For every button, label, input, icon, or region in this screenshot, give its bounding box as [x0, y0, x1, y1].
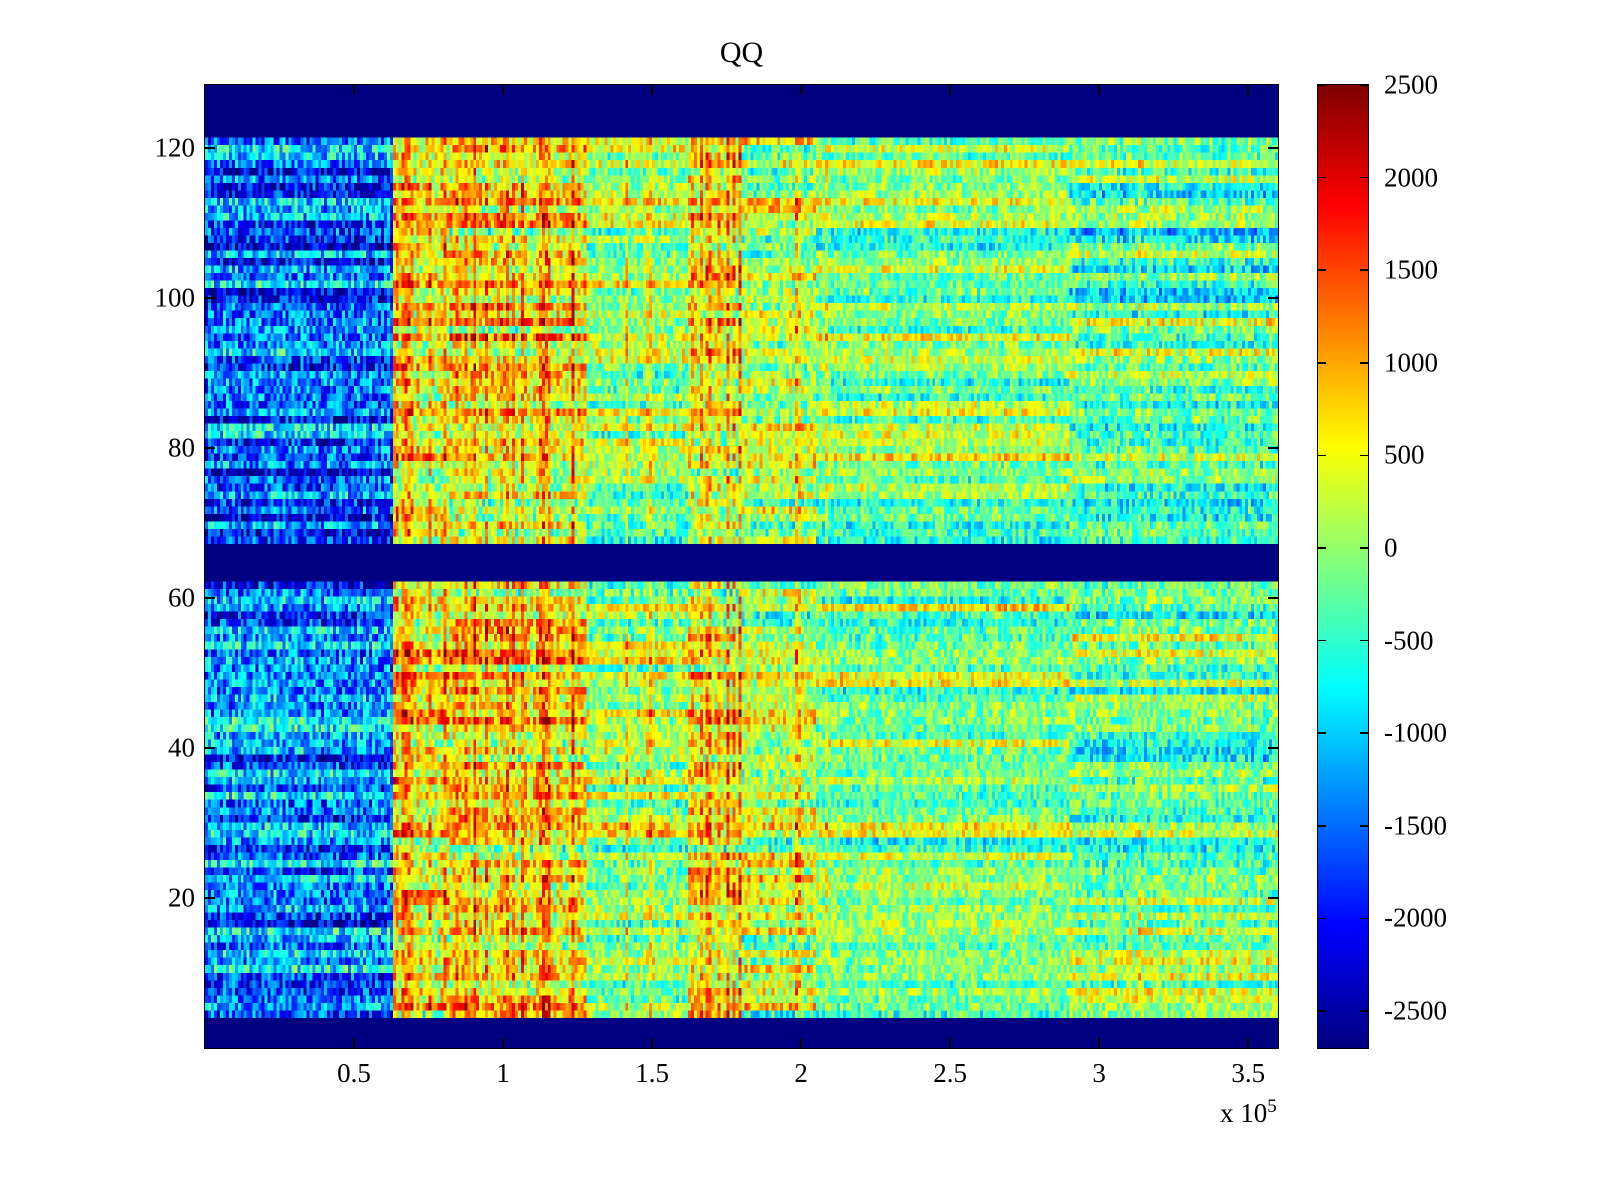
x-tick-mark [949, 1038, 951, 1048]
x-exponent-power: 5 [1267, 1096, 1277, 1117]
colorbar-tick-mark [1318, 732, 1326, 734]
x-tick-mark [651, 85, 653, 95]
x-tick-mark [1247, 85, 1249, 95]
colorbar-tick-mark [1318, 362, 1326, 364]
y-tick-label: 120 [154, 132, 196, 163]
colorbar-tick-label: -1500 [1384, 810, 1447, 841]
y-tick-mark [205, 147, 215, 149]
x-tick-mark [1247, 1038, 1249, 1048]
colorbar-tick-mark [1360, 84, 1368, 86]
x-tick-label: 3.5 [1231, 1058, 1266, 1088]
x-tick-label: 0.5 [337, 1058, 371, 1088]
colorbar-tick-label: -500 [1384, 625, 1434, 656]
colorbar-tick-mark [1360, 732, 1368, 734]
colorbar-tick-mark [1318, 825, 1326, 827]
colorbar-tick-mark [1360, 639, 1368, 642]
colorbar-tick-label: 1500 [1384, 254, 1438, 285]
y-tick-mark [205, 897, 215, 899]
colorbar-tick-label: 500 [1384, 439, 1425, 470]
y-tick-mark [205, 597, 215, 599]
y-tick-label: 60 [168, 582, 195, 613]
colorbar-tick-mark [1360, 269, 1368, 271]
colorbar-tick-mark [1318, 84, 1326, 86]
y-tick-label: 100 [154, 282, 196, 313]
y-tick-label: 20 [168, 882, 195, 913]
y-tick-mark [1268, 897, 1278, 899]
y-tick-label: 80 [168, 432, 195, 463]
chart-title: QQ [719, 36, 764, 69]
y-tick-mark [1268, 747, 1278, 749]
colorbar-tick-label: 2500 [1384, 69, 1438, 100]
colorbar-tick-mark [1318, 639, 1326, 642]
y-tick-mark [205, 447, 215, 449]
x-tick-mark [800, 85, 802, 95]
x-tick-label: 3 [1092, 1058, 1106, 1088]
x-tick-mark [353, 85, 355, 95]
colorbar-tick-label: 0 [1384, 532, 1398, 563]
x-tick-mark [502, 1038, 504, 1048]
x-axis-exponent-label: x 105 [1220, 1096, 1277, 1129]
colorbar-tick-mark [1360, 176, 1368, 179]
y-tick-label: 40 [168, 732, 195, 763]
colorbar-tick-label: -2000 [1384, 902, 1447, 933]
colorbar-canvas [1318, 85, 1368, 1048]
y-tick-mark [1268, 447, 1278, 449]
colorbar-tick-mark [1318, 547, 1326, 549]
x-tick-mark [800, 1038, 802, 1048]
colorbar-tick-mark [1318, 454, 1326, 457]
colorbar-tick-mark [1318, 1010, 1326, 1012]
colorbar-tick-label: 2000 [1384, 162, 1438, 193]
x-tick-mark [651, 1038, 653, 1048]
colorbar-tick-mark [1360, 454, 1368, 457]
y-tick-mark [1268, 597, 1278, 599]
colorbar-tick-mark [1360, 1010, 1368, 1012]
y-tick-mark [1268, 297, 1278, 299]
x-tick-mark [353, 1038, 355, 1048]
x-tick-mark [502, 85, 504, 95]
x-tick-label: 2.5 [933, 1058, 967, 1088]
colorbar-tick-label: -2500 [1384, 995, 1447, 1026]
y-tick-mark [205, 297, 215, 299]
x-tick-label: 1 [496, 1058, 510, 1088]
x-tick-label: 2 [794, 1058, 808, 1088]
y-tick-mark [205, 747, 215, 749]
colorbar-tick-mark [1318, 176, 1326, 179]
colorbar-tick-label: -1000 [1384, 717, 1447, 748]
colorbar-tick-mark [1318, 269, 1326, 271]
colorbar-tick-mark [1360, 825, 1368, 827]
y-tick-mark [1268, 147, 1278, 149]
colorbar-tick-mark [1360, 547, 1368, 549]
x-tick-mark [1098, 1038, 1100, 1048]
x-tick-mark [1098, 85, 1100, 95]
x-tick-mark [949, 85, 951, 95]
colorbar-tick-label: 1000 [1384, 347, 1438, 378]
colorbar-tick-mark [1318, 917, 1326, 920]
x-exponent-prefix: x 10 [1220, 1098, 1268, 1128]
colorbar-tick-mark [1360, 362, 1368, 364]
plot-area [204, 84, 1279, 1049]
heatmap-canvas [205, 85, 1278, 1048]
colorbar [1317, 84, 1369, 1049]
x-tick-label: 1.5 [635, 1058, 669, 1088]
colorbar-tick-mark [1360, 917, 1368, 920]
